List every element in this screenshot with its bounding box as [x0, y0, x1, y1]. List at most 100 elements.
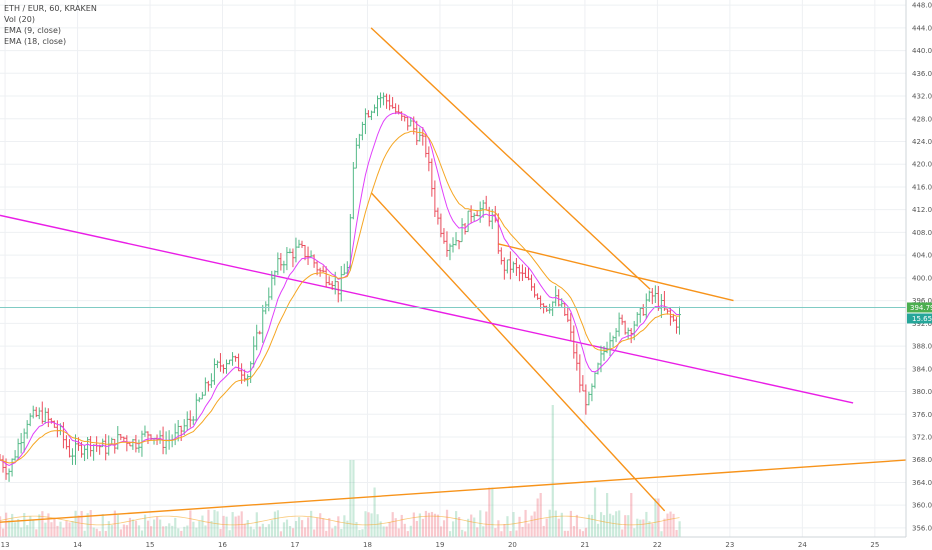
price-tick-label: 448.00 — [912, 2, 932, 10]
volume-bar — [92, 527, 95, 537]
volume-bar — [452, 521, 455, 537]
volume-bar — [515, 530, 518, 537]
volume-bar — [316, 517, 319, 537]
volume-bar — [590, 514, 594, 537]
volume-bar — [279, 531, 283, 537]
volume-bar — [156, 516, 159, 537]
volume-bar — [467, 518, 470, 537]
volume-bar — [294, 521, 298, 537]
volume-bar — [581, 531, 585, 537]
ema-fast-label[interactable]: EMA (9, close) — [4, 26, 61, 35]
volume-bar — [606, 493, 609, 537]
price-tick-label: 424.00 — [912, 138, 932, 146]
volume-bar — [304, 527, 307, 537]
time-tick-label: 15 — [146, 541, 155, 549]
volume-bar — [198, 521, 201, 537]
volume-bar — [186, 525, 189, 537]
price-tick-label: 404.00 — [912, 252, 932, 260]
volume-bar — [282, 522, 286, 537]
volume-bar — [488, 487, 491, 537]
volume-bar — [310, 510, 313, 537]
volume-bar — [506, 516, 509, 537]
volume-bar — [44, 522, 47, 537]
volume-bar — [364, 511, 367, 537]
volume-bar — [23, 513, 26, 537]
volume-bar — [572, 526, 575, 537]
volume-bar — [313, 529, 316, 537]
last-volume-badge-text: 15.65 — [912, 315, 932, 323]
volume-bar — [222, 515, 225, 537]
time-tick-label: 13 — [1, 541, 10, 549]
volume-bar — [403, 523, 406, 537]
volume-bar — [593, 487, 597, 537]
volume-bar — [400, 514, 403, 537]
volume-bar — [612, 515, 615, 537]
volume-bar — [455, 511, 458, 537]
volume-bar — [267, 524, 270, 537]
volume-bar — [134, 520, 138, 537]
volume-bar — [301, 520, 304, 537]
volume-bar — [65, 520, 68, 537]
volume-bar — [624, 515, 627, 537]
chart-grid — [0, 0, 906, 537]
volume-indicator-label[interactable]: Vol (20) — [4, 15, 35, 24]
volume-bar — [104, 530, 107, 537]
volume-bar — [343, 515, 346, 537]
volume-bar — [491, 487, 494, 537]
volume-bar — [442, 520, 446, 537]
volume-bar — [59, 521, 62, 537]
volume-bar — [527, 523, 530, 537]
volume-bar — [288, 526, 292, 537]
volume-bar — [41, 511, 44, 537]
ema-lines — [0, 112, 680, 466]
volume-bar — [140, 530, 144, 537]
volume-bar — [642, 519, 645, 537]
volume-bar — [545, 518, 548, 537]
volume-bar — [56, 525, 59, 537]
ema-slow-label[interactable]: EMA (18, close) — [4, 37, 67, 46]
volume-bar — [509, 531, 512, 537]
volume-bar — [373, 487, 376, 537]
volume-bar — [554, 510, 557, 537]
volume-bar — [436, 514, 440, 537]
price-tick-label: 380.00 — [912, 388, 932, 396]
volume-bar — [340, 528, 343, 537]
volume-bar — [122, 524, 126, 537]
volume-bar — [14, 522, 17, 537]
volume-bar — [587, 514, 591, 537]
volume-bar — [566, 530, 569, 537]
volume-bar — [524, 509, 527, 537]
price-tick-label: 388.00 — [912, 343, 932, 351]
volume-bar — [62, 527, 65, 537]
volume-bar — [530, 515, 533, 537]
volume-bar — [636, 518, 639, 537]
volume-bar — [560, 512, 563, 537]
volume-bar — [11, 513, 14, 537]
volume-bar — [95, 528, 98, 537]
volume-bar — [470, 514, 473, 537]
price-tick-label: 368.00 — [912, 456, 932, 464]
trendlines[interactable] — [0, 27, 912, 523]
symbol-label[interactable]: ETH / EUR, 60, KRAKEN — [4, 4, 97, 13]
resistance-line — [497, 243, 734, 302]
volume-bar — [162, 526, 165, 537]
volume-bar — [168, 523, 171, 537]
volume-bar — [210, 520, 213, 537]
volume-bar — [633, 528, 636, 537]
volume-bar — [630, 493, 633, 537]
volume-bar — [150, 526, 153, 537]
volume-bar — [0, 516, 2, 537]
volume-bar — [385, 526, 388, 537]
volume-bar — [20, 527, 23, 537]
volume-bar — [518, 516, 521, 537]
time-tick-label: 14 — [73, 541, 82, 549]
volume-bar — [174, 517, 177, 537]
volume-bar — [603, 515, 606, 537]
volume-bar — [358, 530, 361, 537]
volume-bar — [578, 529, 582, 537]
volume-bar — [536, 498, 539, 537]
volume-bar — [180, 530, 183, 537]
volume-bar — [503, 524, 506, 537]
